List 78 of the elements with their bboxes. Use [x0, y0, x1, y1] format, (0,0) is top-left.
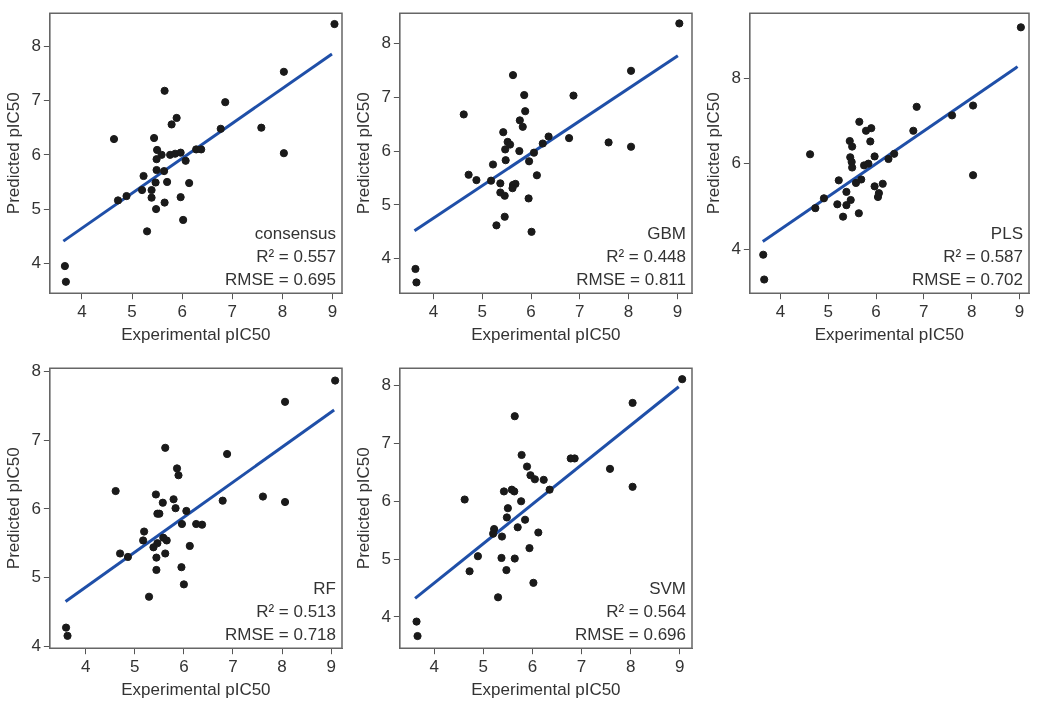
y-tick-label: 6 [731, 153, 741, 173]
y-tick-label: 4 [731, 238, 741, 258]
x-tick-label: 8 [623, 302, 634, 322]
annotation: R² = 0.557 [256, 247, 336, 267]
annotation: GBM [647, 224, 686, 244]
annotation: consensus [254, 224, 336, 244]
annotation: SVM [649, 579, 686, 599]
x-axis-title: Experimental pIC50 [121, 680, 271, 700]
x-tick-label: 6 [179, 657, 189, 677]
annotation: R² = 0.513 [256, 602, 336, 622]
y-axis-title: Predicted pIC50 [353, 92, 373, 215]
x-tick-label: 6 [527, 657, 538, 677]
x-tick-label: 6 [177, 302, 187, 322]
x-tick-label: 5 [130, 657, 140, 677]
x-tick-label: 9 [326, 657, 336, 677]
y-tick-label: 8 [31, 35, 41, 55]
annotation: RMSE = 0.695 [224, 270, 336, 290]
annotation: RMSE = 0.811 [576, 270, 686, 290]
x-tick-label: 4 [77, 302, 87, 322]
x-tick-label: 8 [277, 657, 287, 677]
x-tick-label: 5 [823, 302, 833, 322]
x-tick-label: 6 [526, 302, 536, 322]
y-tick-label: 7 [31, 90, 41, 110]
x-tick-label: 5 [478, 657, 489, 677]
y-tick-label: 4 [381, 606, 391, 626]
x-tick-label: 5 [477, 302, 488, 322]
x-axis-title: Experimental pIC50 [121, 325, 271, 345]
x-tick-label: 9 [327, 302, 338, 322]
y-tick-label: 5 [31, 198, 41, 218]
y-tick-label: 8 [31, 361, 41, 381]
x-tick-label: 4 [429, 657, 439, 677]
y-tick-label: 6 [31, 144, 41, 164]
x-tick-label: 6 [871, 302, 881, 322]
annotation: R² = 0.448 [606, 247, 686, 267]
x-tick-label: 7 [919, 302, 929, 322]
x-tick-label: 7 [576, 657, 587, 677]
x-tick-label: 5 [127, 302, 137, 322]
y-tick-label: 4 [381, 248, 391, 268]
x-axis-title: Experimental pIC50 [814, 325, 965, 345]
y-tick-label: 8 [381, 375, 391, 395]
annotation: R² = 0.587 [943, 247, 1023, 267]
x-tick-label: 4 [775, 302, 786, 322]
x-tick-label: 9 [1014, 302, 1025, 322]
y-tick-label: 7 [381, 86, 391, 106]
x-tick-label: 7 [228, 657, 238, 677]
y-tick-label: 6 [31, 498, 41, 518]
y-tick-label: 5 [381, 548, 391, 568]
y-tick-label: 6 [381, 490, 391, 510]
y-tick-label: 5 [381, 194, 391, 214]
x-tick-label: 8 [625, 657, 636, 677]
annotation: RF [313, 579, 336, 599]
annotation: RMSE = 0.718 [224, 625, 336, 645]
x-tick-label: 7 [575, 302, 585, 322]
x-axis-title: Experimental pIC50 [471, 680, 621, 700]
x-tick-label: 8 [277, 302, 288, 322]
y-tick-label: 4 [31, 635, 41, 655]
y-tick-label: 7 [31, 429, 41, 449]
x-tick-label: 4 [428, 302, 439, 322]
x-axis-title: Experimental pIC50 [471, 325, 621, 345]
annotation: RMSE = 0.702 [911, 270, 1023, 290]
y-tick-label: 5 [31, 567, 41, 587]
x-tick-label: 9 [672, 302, 683, 322]
y-axis-title: Predicted pIC50 [3, 92, 23, 215]
x-tick-label: 8 [966, 302, 977, 322]
y-tick-label: 8 [731, 67, 741, 87]
x-tick-label: 9 [674, 657, 685, 677]
y-tick-label: 8 [381, 33, 391, 53]
x-tick-label: 7 [227, 302, 237, 322]
x-tick-label: 4 [80, 657, 91, 677]
y-axis-title: Predicted pIC50 [353, 447, 373, 570]
annotation: PLS [990, 224, 1023, 244]
y-tick-label: 6 [381, 140, 391, 160]
y-tick-label: 4 [31, 253, 41, 273]
annotation: R² = 0.564 [606, 602, 686, 622]
y-axis-title: Predicted pIC50 [703, 92, 723, 215]
annotation: RMSE = 0.696 [574, 625, 686, 645]
y-tick-label: 7 [381, 433, 391, 453]
y-axis-title: Predicted pIC50 [3, 447, 23, 570]
